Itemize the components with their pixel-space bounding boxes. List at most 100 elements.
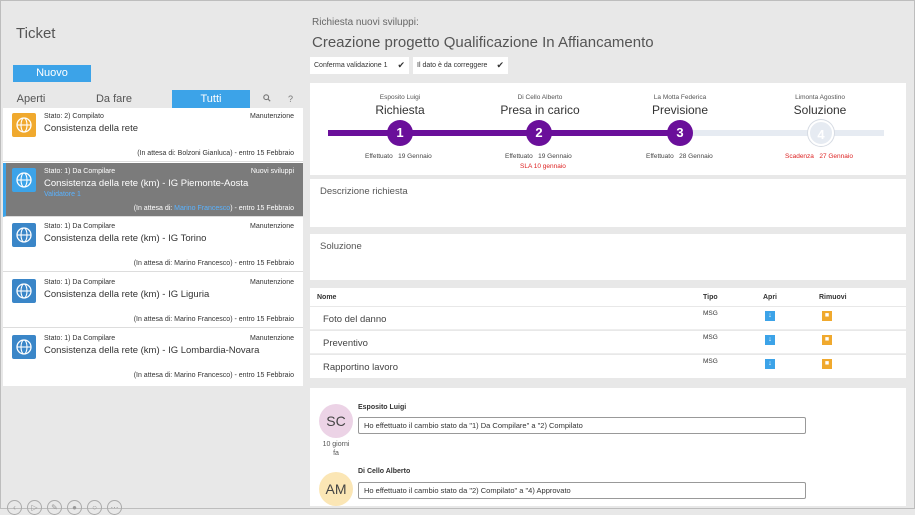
trash-icon[interactable]: ■: [822, 335, 832, 345]
ticket-tabs: Aperti Da fare Tutti ?: [3, 90, 303, 108]
bottom-toolbar: ‹ ▷ ✎ ● ○ ⋯: [7, 497, 127, 515]
confirm-validation-button[interactable]: Conferma validazione 1 ✔: [310, 57, 409, 74]
stage-person: Limonta Agostino: [795, 94, 845, 101]
chip-label: Conferma validazione 1: [314, 62, 388, 69]
comment-age: 10 giorni: [322, 441, 350, 448]
stage-person: Esposito Luigi: [379, 94, 421, 101]
check-icon: ✔: [496, 60, 504, 70]
description-label: Descrizione richiesta: [320, 186, 408, 197]
edit-icon[interactable]: ✎: [47, 500, 62, 515]
ticket-category: Manutenzione: [250, 223, 294, 230]
download-icon[interactable]: ↓: [765, 359, 775, 369]
tab-tutti[interactable]: Tutti: [172, 90, 250, 108]
tab-da-fare[interactable]: Da fare: [95, 93, 133, 105]
ticket-name: Consistenza della rete: [44, 123, 138, 134]
stage-name: Soluzione: [793, 103, 847, 117]
attachment-type: MSG: [703, 358, 718, 365]
ticket-status: Stato: 1) Da Compilare: [44, 223, 116, 230]
stage-effettuato: Effettuato 19 Gennaio: [505, 153, 572, 160]
comment-text: Ho effettuato il cambio stato da "2) Com…: [358, 482, 806, 499]
globe-icon: [12, 335, 36, 359]
search-icon[interactable]: [263, 90, 271, 108]
globe-icon: [12, 223, 36, 247]
target-icon[interactable]: ○: [87, 500, 102, 515]
comment-text: Ho effettuato il cambio stato da "1) Da …: [358, 417, 806, 434]
ticket-waiting: (In attesa di: Marino Francesco) - entro…: [133, 316, 294, 323]
trash-icon[interactable]: ■: [822, 311, 832, 321]
check-icon: ✔: [397, 60, 405, 70]
stage-person: La Motta Federica: [653, 94, 707, 101]
list-item[interactable]: Stato: 1) Da Compilare Consistenza della…: [3, 274, 303, 328]
table-row: Foto del danno MSG ↓ ■: [310, 307, 906, 330]
list-item[interactable]: Stato: 1) Da Compilare Consistenza della…: [3, 218, 303, 272]
stage-3-circle: 3: [667, 120, 693, 146]
ticket-name: Consistenza della rete (km) - IG Torino: [44, 233, 207, 244]
stage-name: Previsione: [651, 103, 709, 117]
attachment-name: Foto del danno: [323, 314, 387, 325]
progress-bar-done: [328, 130, 686, 136]
comment-author: Esposito Luigi: [358, 404, 407, 411]
ticket-name: Consistenza della rete (km) - IG Liguria: [44, 289, 210, 300]
data-to-correct-button[interactable]: Il dato è da correggere ✔: [413, 57, 508, 74]
solution-label: Soluzione: [320, 241, 362, 252]
request-type: Richiesta nuovi sviluppi:: [312, 17, 419, 28]
stage-name: Richiesta: [375, 103, 425, 117]
list-item-selected[interactable]: Stato: 1) Da Compilare Consistenza della…: [3, 163, 303, 217]
description-field[interactable]: Descrizione richiesta: [310, 179, 906, 227]
ticket-list: Stato: 2) Compilato Consistenza della re…: [3, 108, 303, 386]
solution-field[interactable]: Soluzione: [310, 234, 906, 280]
progress-bar-remaining: [686, 130, 884, 136]
ticket-list-pane: Ticket Nuovo Aperti Da fare Tutti ? Stat…: [3, 3, 303, 515]
ticket-name: Consistenza della rete (km) - IG Piemont…: [44, 178, 249, 189]
stage-name: Presa in carico: [500, 103, 580, 117]
ticket-status: Stato: 1) Da Compilare: [44, 279, 116, 286]
globe-icon: [12, 113, 36, 137]
back-icon[interactable]: ‹: [7, 500, 22, 515]
page-title: Ticket: [16, 25, 56, 42]
trash-icon[interactable]: ■: [822, 359, 832, 369]
chip-label: Il dato è da correggere: [417, 62, 488, 69]
help-icon[interactable]: ?: [288, 94, 294, 104]
globe-icon: [12, 279, 36, 303]
download-icon[interactable]: ↓: [765, 335, 775, 345]
download-icon[interactable]: ↓: [765, 311, 775, 321]
stage-scadenza: Scadenza 27 Gennaio: [785, 153, 853, 160]
ticket-category: Manutenzione: [250, 335, 294, 342]
stage-sla: SLA 10 gennaio: [520, 163, 566, 170]
globe-icon: [12, 168, 36, 192]
ticket-waiting: (In attesa di: Bolzoni Gianluca) - entro…: [137, 150, 294, 157]
comments-panel: SC Esposito Luigi Ho effettuato il cambi…: [310, 388, 906, 506]
ticket-waiting: (In attesa di: Marino Francesco) - entro…: [133, 205, 294, 212]
stage-effettuato: Effettuato 28 Gennaio: [646, 153, 713, 160]
table-row: Rapportino lavoro MSG ↓ ■: [310, 355, 906, 378]
ticket-category: Nuovi sviluppi: [250, 168, 294, 175]
stage-4-circle: 4: [808, 120, 834, 146]
list-item[interactable]: Stato: 2) Compilato Consistenza della re…: [3, 108, 303, 162]
attachment-name: Preventivo: [323, 338, 368, 349]
comment-age: fa: [333, 450, 339, 457]
tab-aperti[interactable]: Aperti: [16, 93, 46, 105]
avatar: SC: [319, 404, 353, 438]
ticket-validator: Validatore 1: [44, 191, 81, 198]
ticket-status: Stato: 2) Compilato: [44, 113, 104, 120]
play-icon[interactable]: ▷: [27, 500, 42, 515]
new-ticket-button[interactable]: Nuovo: [13, 65, 91, 82]
attachments-header: [310, 288, 906, 306]
comment-author: Di Cello Alberto: [358, 468, 411, 475]
col-open-header: Apri: [763, 294, 777, 301]
attachment-type: MSG: [703, 334, 718, 341]
stage-1-circle: 1: [387, 120, 413, 146]
ticket-category: Manutenzione: [250, 279, 294, 286]
more-icon[interactable]: ⋯: [107, 500, 122, 515]
group-icon[interactable]: ●: [67, 500, 82, 515]
ticket-waiting: (In attesa di: Marino Francesco) - entro…: [133, 372, 294, 379]
ticket-status: Stato: 1) Da Compilare: [44, 335, 116, 342]
stage-person: Di Cello Alberto: [517, 94, 563, 101]
col-name-header: Nome: [317, 294, 337, 301]
ticket-waiting: (In attesa di: Marino Francesco) - entro…: [133, 260, 294, 267]
stage-2-circle: 2: [526, 120, 552, 146]
list-item[interactable]: Stato: 1) Da Compilare Consistenza della…: [3, 330, 303, 384]
ticket-status: Stato: 1) Da Compilare: [44, 168, 116, 175]
table-row: Preventivo MSG ↓ ■: [310, 331, 906, 354]
ticket-name: Consistenza della rete (km) - IG Lombard…: [44, 345, 260, 356]
